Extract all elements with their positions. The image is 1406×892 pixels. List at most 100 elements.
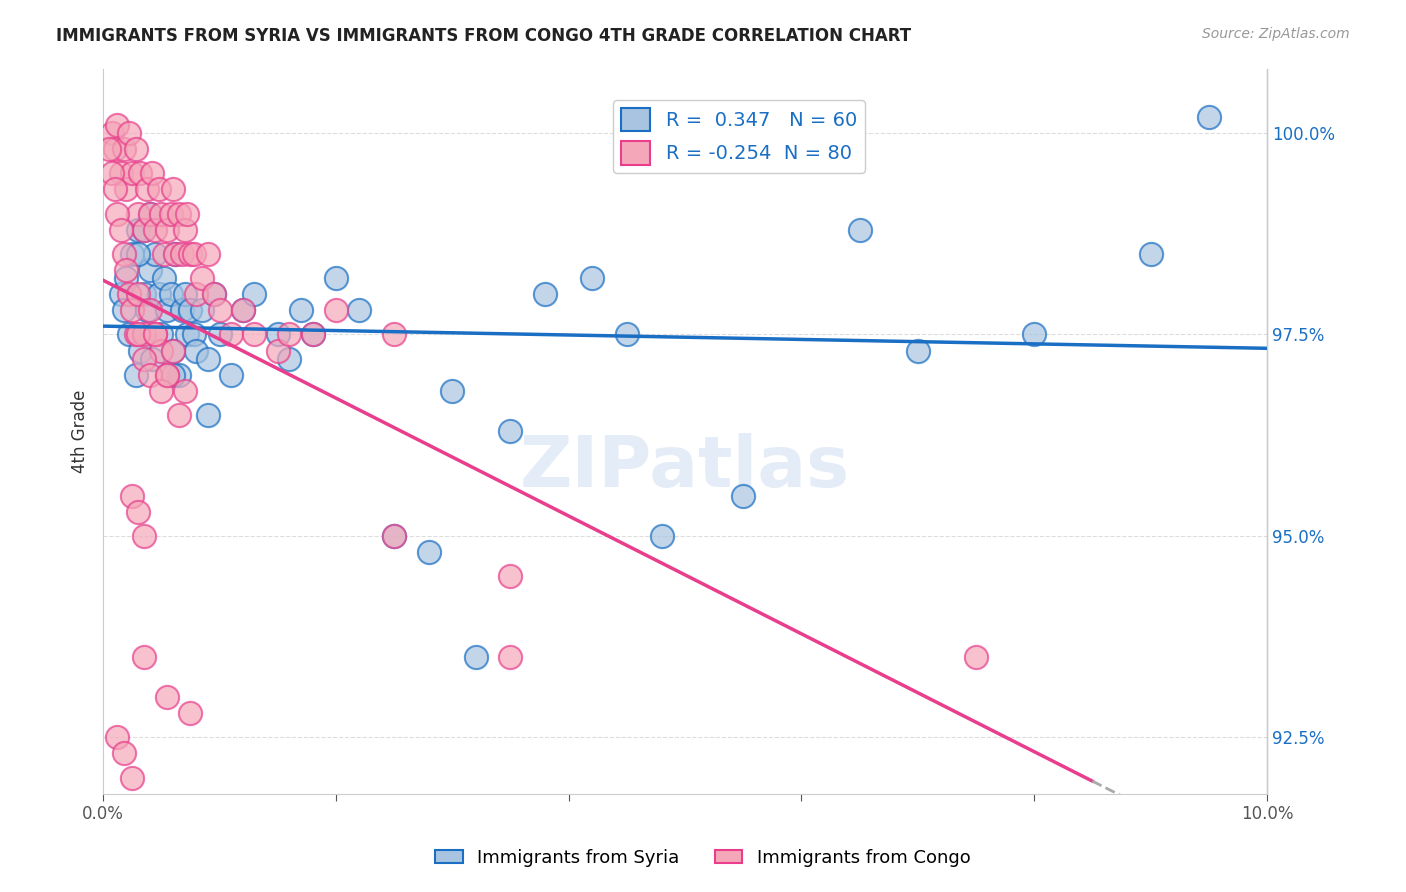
Point	[186, 287, 208, 301]
Point	[179, 303, 201, 318]
Point	[148, 182, 170, 196]
Point	[441, 384, 464, 398]
Point	[110, 222, 132, 236]
Point	[202, 287, 225, 301]
Point	[162, 182, 184, 196]
Point	[1198, 110, 1220, 124]
Point	[162, 343, 184, 358]
Point	[150, 384, 173, 398]
Point	[208, 327, 231, 342]
Point	[301, 327, 323, 342]
Point	[121, 489, 143, 503]
Point	[145, 247, 167, 261]
Point	[105, 206, 128, 220]
Text: ZIPatlas: ZIPatlas	[520, 433, 851, 502]
Point	[176, 206, 198, 220]
Point	[118, 126, 141, 140]
Point	[278, 351, 301, 366]
Point	[173, 287, 195, 301]
Point	[464, 649, 486, 664]
Point	[112, 747, 135, 761]
Point	[156, 690, 179, 704]
Point	[965, 649, 987, 664]
Point	[125, 142, 148, 156]
Point	[132, 529, 155, 543]
Point	[127, 327, 149, 342]
Point	[132, 649, 155, 664]
Point	[127, 287, 149, 301]
Point	[150, 327, 173, 342]
Point	[267, 327, 290, 342]
Point	[733, 489, 755, 503]
Point	[132, 222, 155, 236]
Point	[156, 303, 179, 318]
Point	[138, 368, 160, 382]
Point	[118, 287, 141, 301]
Point	[101, 166, 124, 180]
Point	[156, 222, 179, 236]
Point	[232, 303, 254, 318]
Point	[150, 206, 173, 220]
Point	[232, 303, 254, 318]
Point	[499, 424, 522, 438]
Point	[197, 408, 219, 422]
Point	[118, 327, 141, 342]
Point	[121, 247, 143, 261]
Point	[138, 206, 160, 220]
Point	[132, 327, 155, 342]
Point	[138, 263, 160, 277]
Point	[127, 505, 149, 519]
Point	[156, 368, 179, 382]
Point	[907, 343, 929, 358]
Point	[219, 327, 242, 342]
Point	[129, 343, 152, 358]
Point	[112, 303, 135, 318]
Y-axis label: 4th Grade: 4th Grade	[72, 390, 89, 473]
Point	[141, 166, 163, 180]
Point	[136, 303, 159, 318]
Point	[127, 222, 149, 236]
Point	[382, 327, 405, 342]
Point	[325, 271, 347, 285]
Text: Source: ZipAtlas.com: Source: ZipAtlas.com	[1202, 27, 1350, 41]
Point	[173, 384, 195, 398]
Point	[173, 222, 195, 236]
Point	[150, 343, 173, 358]
Point	[651, 529, 673, 543]
Point	[121, 303, 143, 318]
Point	[179, 706, 201, 720]
Point	[162, 368, 184, 382]
Point	[132, 222, 155, 236]
Point	[191, 303, 214, 318]
Point	[278, 327, 301, 342]
Point	[165, 247, 187, 261]
Point	[162, 343, 184, 358]
Point	[105, 118, 128, 132]
Point	[534, 287, 557, 301]
Point	[115, 182, 138, 196]
Point	[152, 247, 174, 261]
Point	[243, 287, 266, 301]
Point	[179, 247, 201, 261]
Point	[197, 247, 219, 261]
Text: IMMIGRANTS FROM SYRIA VS IMMIGRANTS FROM CONGO 4TH GRADE CORRELATION CHART: IMMIGRANTS FROM SYRIA VS IMMIGRANTS FROM…	[56, 27, 911, 45]
Point	[112, 247, 135, 261]
Point	[1139, 247, 1161, 261]
Point	[382, 529, 405, 543]
Legend: R =  0.347   N = 60, R = -0.254  N = 80: R = 0.347 N = 60, R = -0.254 N = 80	[613, 100, 865, 173]
Point	[191, 271, 214, 285]
Point	[121, 166, 143, 180]
Point	[127, 206, 149, 220]
Point	[172, 247, 194, 261]
Point	[347, 303, 370, 318]
Point	[104, 182, 127, 196]
Point	[112, 142, 135, 156]
Point	[132, 351, 155, 366]
Point	[176, 327, 198, 342]
Point	[159, 206, 181, 220]
Point	[499, 649, 522, 664]
Point	[172, 303, 194, 318]
Point	[197, 351, 219, 366]
Point	[105, 731, 128, 745]
Point	[165, 247, 187, 261]
